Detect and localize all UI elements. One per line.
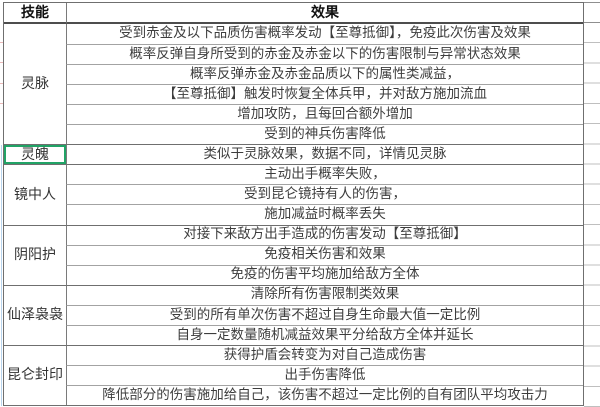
effect-cell[interactable]: 受到的神兵伤害降低 [66, 124, 583, 145]
effect-cell[interactable]: 受到的所有单次伤害不超过自身生命最大值一定比例 [66, 304, 583, 325]
effect-cell[interactable]: 自身一定数量随机减益效果平分给敌方全体并延长 [66, 324, 583, 345]
effect-cell[interactable]: 受到赤金及以下品质伤害概率发动【至尊抵御】，免疫此次伤害及效果 [66, 24, 583, 45]
effect-cell[interactable]: 对接下来敌方出手造成的伤害发动【至尊抵御】 [66, 224, 583, 245]
effect-cell[interactable]: 主动出手概率失败， [66, 164, 583, 185]
skills-effects-table: 技能 效果 灵脉 灵魄 镜中人 阴阳护 仙泽袅袅 昆仑封印 受到赤金及以下品质伤… [3, 2, 584, 406]
effect-cell[interactable]: 概率反弹自身所受到的赤金及赤金以下的伤害限制与异常状态效果 [66, 44, 583, 65]
effect-cell[interactable]: 免疫相关伤害和效果 [66, 244, 583, 265]
effect-cell[interactable]: 清除所有伤害限制类效果 [66, 284, 583, 305]
skill-cell-lingmai[interactable]: 灵脉 [21, 76, 49, 93]
skill-cell-yinyanghu[interactable]: 阴阳护 [4, 224, 66, 285]
effect-cell[interactable]: 【至尊抵御】触发时恢复全体兵甲，并对敌方施加流血 [66, 84, 583, 105]
effect-cell[interactable]: 受到昆仑镜持有人的伤害， [66, 184, 583, 205]
gridline-sliver [0, 83, 3, 84]
effect-cell[interactable]: 增加攻防，且每回合额外增加 [66, 104, 583, 125]
skill-cell-jingzhongren[interactable]: 镜中人 [4, 164, 66, 224]
effect-cell[interactable]: 获得护盾会转变为对自己造成伤害 [66, 344, 583, 365]
gridline-sliver [0, 42, 3, 43]
effect-cell[interactable]: 免疫的伤害平均施加给敌方全体 [66, 264, 583, 285]
right-column-sliver [584, 23, 600, 407]
effect-cell[interactable]: 施加减益时概率丢失 [66, 204, 583, 225]
effect-cell[interactable]: 概率反弹赤金及赤金品质以下的属性类减益， [66, 64, 583, 85]
effect-cell[interactable]: 降低部分的伤害施加给自己，该伤害不超过一定比例的自有团队平均攻击力 [66, 384, 583, 405]
gridline-sliver [0, 62, 3, 63]
column-header-effect[interactable]: 效果 [66, 3, 583, 24]
left-column-sliver [0, 0, 3, 407]
effect-cell[interactable]: 类似于灵脉效果，数据不同，详情见灵脉 [66, 144, 583, 165]
gridline-sliver [0, 103, 3, 104]
gridline-sliver [584, 2, 600, 3]
effect-cell[interactable]: 出手伤害降低 [66, 364, 583, 385]
skill-cell-xianzeniaoniao[interactable]: 仙泽袅袅 [4, 284, 66, 345]
skill-cell-kunlunfengyin[interactable]: 昆仑封印 [4, 344, 66, 405]
skill-cell-lingpo-selected[interactable]: 灵魄 [4, 144, 66, 164]
column-header-skill[interactable]: 技能 [4, 3, 66, 24]
gridline-sliver [584, 22, 600, 23]
gridline-sliver [1, 145, 2, 406]
